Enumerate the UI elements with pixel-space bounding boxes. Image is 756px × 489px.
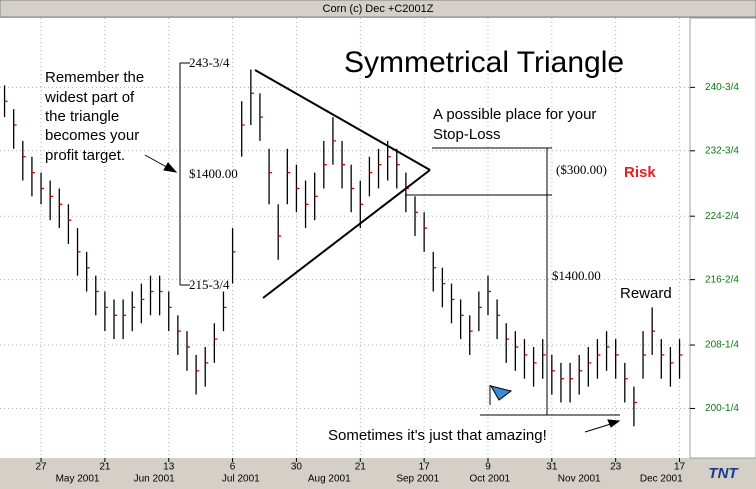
amazing-note: Sometimes it's just that amazing!	[328, 427, 547, 444]
x-tick-label: 6	[230, 462, 236, 473]
grid	[0, 18, 690, 458]
y-tick-label: 200-1/4	[705, 403, 739, 414]
stop-loss-note: A possible place for your Stop-Loss	[433, 106, 601, 143]
window-title: Corn (c) Dec +C2001Z	[323, 3, 434, 15]
plot-area	[0, 18, 690, 458]
arrow-head	[607, 419, 621, 428]
y-tick-label: 232-3/4	[705, 145, 739, 156]
arrow-head	[163, 162, 178, 173]
month-label: May 2001	[56, 474, 100, 485]
title-bar	[0, 0, 756, 18]
flag	[489, 385, 513, 401]
width-value: $1400.00	[189, 166, 238, 181]
x-tick-label: 23	[610, 462, 622, 473]
month-label: Jun 2001	[134, 474, 176, 485]
y-tick-label: 240-3/4	[705, 82, 739, 93]
x-tick-label: 17	[674, 462, 686, 473]
triangle-lower	[262, 169, 431, 299]
triangle-upper	[254, 69, 431, 171]
x-tick-label: 31	[546, 462, 558, 473]
month-label: Oct 2001	[470, 474, 511, 485]
risk-label: Risk	[624, 164, 656, 181]
x-tick-label: 21	[355, 462, 367, 473]
annotations	[144, 62, 621, 433]
bottom-price: 215-3/4	[189, 277, 230, 292]
risk-value: ($300.00)	[556, 162, 607, 177]
reward-label: Reward	[620, 285, 672, 302]
x-tick-label: 13	[163, 462, 175, 473]
x-tick-label: 30	[291, 462, 303, 473]
x-tick-label: 27	[35, 462, 47, 473]
x-tick-label: 21	[99, 462, 111, 473]
y-tick-label: 208-1/4	[705, 340, 739, 351]
top-price: 243-3/4	[189, 55, 230, 70]
y-tick-label: 216-2/4	[705, 274, 739, 285]
chart-title: Symmetrical Triangle	[344, 46, 624, 79]
arrow-right	[584, 422, 615, 433]
bars	[3, 69, 683, 427]
y-tick-label: 224-2/4	[705, 211, 739, 222]
month-label: Nov 2001	[558, 474, 601, 485]
logo: TNT	[708, 465, 739, 482]
note-left: Remember the widest part of the triangle…	[44, 69, 148, 164]
month-label: Aug 2001	[308, 474, 351, 485]
price-axis-area	[689, 17, 756, 459]
reward-value: $1400.00	[552, 268, 601, 283]
x-tick-label: 9	[485, 462, 491, 473]
month-label: Sep 2001	[396, 474, 439, 485]
x-tick-label: 17	[419, 462, 431, 473]
month-label: Dec 2001	[640, 474, 683, 485]
month-label: Jul 2001	[222, 474, 260, 485]
